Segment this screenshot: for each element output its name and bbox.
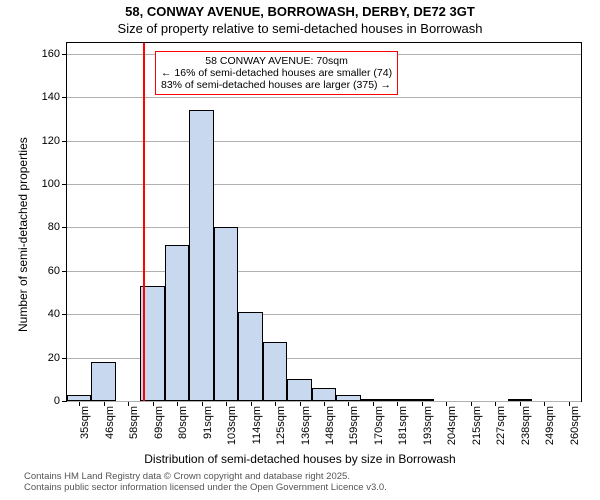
annotation-line: 83% of semi-detached houses are larger (… — [161, 79, 392, 91]
x-tick-label: 148sqm — [324, 406, 336, 456]
annotation-line: 58 CONWAY AVENUE: 70sqm — [161, 55, 392, 67]
x-tick-label: 249sqm — [544, 406, 556, 456]
histogram-bar — [312, 388, 336, 401]
x-tick-label: 125sqm — [275, 406, 287, 456]
histogram-bar — [336, 395, 360, 402]
x-tick-label: 136sqm — [300, 406, 312, 456]
histogram-bar — [361, 399, 385, 401]
plot-area: 58 CONWAY AVENUE: 70sqm← 16% of semi-det… — [66, 42, 582, 402]
y-tick — [62, 184, 66, 185]
x-tick-label: 80sqm — [177, 406, 189, 456]
chart-title: 58, CONWAY AVENUE, BORROWASH, DERBY, DE7… — [0, 4, 600, 19]
y-tick — [62, 358, 66, 359]
attribution: Contains HM Land Registry data © Crown c… — [0, 471, 600, 493]
histogram-bar — [189, 110, 213, 401]
annotation-box: 58 CONWAY AVENUE: 70sqm← 16% of semi-det… — [155, 51, 398, 95]
x-tick-label: 114sqm — [251, 406, 263, 456]
y-tick-label: 20 — [48, 352, 60, 364]
histogram-bar — [67, 395, 91, 402]
histogram-bar — [238, 312, 262, 401]
histogram-bar — [263, 342, 287, 401]
x-tick-label: 58sqm — [128, 406, 140, 456]
histogram-bar — [385, 399, 409, 401]
y-tick — [62, 314, 66, 315]
attribution-line: Contains public sector information licen… — [0, 482, 600, 493]
histogram-bar — [214, 227, 238, 401]
x-tick-label: 238sqm — [520, 406, 532, 456]
x-tick-label: 170sqm — [373, 406, 385, 456]
y-tick-label: 80 — [48, 221, 60, 233]
y-tick-label: 0 — [54, 395, 60, 407]
y-tick — [62, 141, 66, 142]
x-tick-label: 159sqm — [348, 406, 360, 456]
y-tick-label: 100 — [42, 178, 60, 190]
y-tick-label: 140 — [42, 91, 60, 103]
y-tick — [62, 401, 66, 402]
y-tick-label: 60 — [48, 265, 60, 277]
attribution-line: Contains HM Land Registry data © Crown c… — [0, 471, 600, 482]
x-tick-label: 227sqm — [495, 406, 507, 456]
y-axis-label: Number of semi-detached properties — [16, 137, 30, 332]
x-tick-label: 193sqm — [422, 406, 434, 456]
y-tick-label: 40 — [48, 308, 60, 320]
x-tick-label: 69sqm — [153, 406, 165, 456]
x-tick-label: 260sqm — [569, 406, 581, 456]
histogram-bar — [91, 362, 115, 401]
x-tick-label: 181sqm — [397, 406, 409, 456]
x-tick-label: 91sqm — [202, 406, 214, 456]
y-tick-label: 120 — [42, 135, 60, 147]
x-tick-label: 35sqm — [79, 406, 91, 456]
histogram-bar — [410, 399, 434, 401]
y-tick — [62, 54, 66, 55]
x-tick-label: 103sqm — [226, 406, 238, 456]
marker-line — [143, 43, 145, 401]
y-tick — [62, 271, 66, 272]
x-tick-label: 46sqm — [104, 406, 116, 456]
chart-subtitle: Size of property relative to semi-detach… — [0, 21, 600, 36]
x-tick-label: 215sqm — [471, 406, 483, 456]
histogram-bar — [508, 399, 532, 401]
histogram-bar — [165, 245, 189, 401]
x-tick-label: 204sqm — [446, 406, 458, 456]
y-tick-label: 160 — [42, 48, 60, 60]
y-tick — [62, 227, 66, 228]
chart-root: 58, CONWAY AVENUE, BORROWASH, DERBY, DE7… — [0, 0, 600, 500]
histogram-bar — [287, 379, 311, 401]
annotation-line: ← 16% of semi-detached houses are smalle… — [161, 67, 392, 79]
y-tick — [62, 97, 66, 98]
